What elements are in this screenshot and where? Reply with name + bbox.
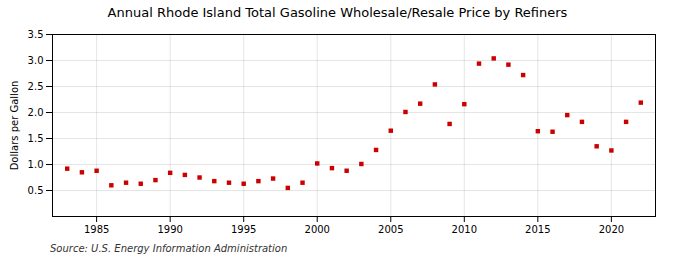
svg-text:0.5: 0.5 bbox=[28, 185, 44, 196]
svg-text:2015: 2015 bbox=[525, 224, 550, 235]
svg-text:1995: 1995 bbox=[231, 224, 256, 235]
svg-text:2.5: 2.5 bbox=[28, 81, 44, 92]
html-text:Annual Rhode Island Total Gaso: Annual Rhode Island Total Gasoline Whole… bbox=[107, 5, 568, 20]
svg-text:3.0: 3.0 bbox=[28, 55, 44, 66]
html-text:Source: U.S. Energy Informatio: Source: U.S. Energy Information Administ… bbox=[50, 243, 288, 254]
svg-text:2005: 2005 bbox=[378, 224, 403, 235]
svg-text:2000: 2000 bbox=[305, 224, 330, 235]
svg-text:1.0: 1.0 bbox=[28, 159, 44, 170]
svg-text:3.5: 3.5 bbox=[28, 29, 44, 40]
svg-text:1.5: 1.5 bbox=[28, 133, 44, 144]
svg-text:2.0: 2.0 bbox=[28, 107, 44, 118]
svg-text:1985: 1985 bbox=[84, 224, 109, 235]
svg-text:Dollars per Gallon: Dollars per Gallon bbox=[9, 81, 20, 171]
svg-text:2020: 2020 bbox=[599, 224, 624, 235]
svg-text:1990: 1990 bbox=[157, 224, 182, 235]
svg-text:2010: 2010 bbox=[452, 224, 477, 235]
